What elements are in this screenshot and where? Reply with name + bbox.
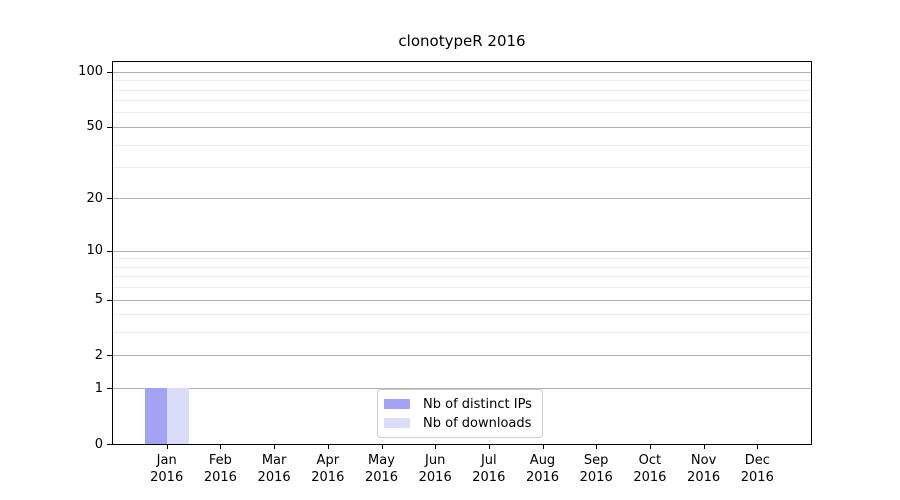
legend-row-distinct-ips: Nb of distinct IPs: [384, 397, 536, 412]
x-tick-label: Nov 2016: [687, 453, 721, 485]
y-tick-label: 5: [94, 292, 103, 307]
x-tick-label: Dec 2016: [740, 453, 774, 485]
minor-gridline: [113, 314, 811, 316]
y-tick-label: 0: [94, 436, 103, 452]
x-tick-label: Mar 2016: [257, 453, 291, 485]
x-tick-label: Sep 2016: [579, 453, 613, 485]
x-tick-mark: [757, 445, 759, 449]
minor-gridline: [113, 266, 811, 268]
x-tick-label: Oct 2016: [633, 453, 667, 485]
x-tick-mark: [435, 445, 437, 449]
x-tick-label: Apr 2016: [311, 453, 345, 485]
y-tick-mark: [107, 355, 112, 357]
minor-gridline: [113, 89, 811, 91]
x-tick-label: Jul 2016: [472, 453, 506, 485]
x-tick-label: May 2016: [364, 453, 399, 485]
y-tick-mark: [107, 198, 112, 200]
y-tick-mark: [107, 388, 112, 390]
y-tick-mark: [107, 299, 112, 301]
legend-label-downloads: Nb of downloads: [423, 415, 532, 431]
bar-nb-of-distinct-ips: [144, 388, 167, 444]
minor-gridline: [113, 332, 811, 334]
minor-gridline: [113, 144, 811, 146]
major-gridline: [113, 355, 811, 357]
chart-area: clonotypeR 2016 0 1 2 5 10 20 50 100 Jan 2016 Fe…: [78, 32, 812, 485]
minor-gridline: [113, 287, 811, 289]
x-tick-mark: [649, 445, 651, 449]
minor-gridline: [113, 80, 811, 82]
major-gridline: [113, 126, 811, 128]
x-tick-mark: [220, 445, 222, 449]
legend: Nb of distinct IPs Nb of downloads: [377, 389, 543, 438]
y-tick-mark: [107, 444, 112, 445]
y-tick-label: 1: [94, 380, 103, 396]
y-tick-mark: [107, 250, 112, 252]
y-tick-label: 20: [86, 190, 103, 206]
chart-title: clonotypeR 2016: [398, 32, 526, 50]
x-tick-label: Aug 2016: [525, 453, 560, 485]
legend-swatch-distinct-ips: [384, 399, 410, 409]
major-gridline: [113, 250, 811, 252]
x-tick-mark: [488, 445, 490, 449]
x-tick-mark: [381, 445, 383, 449]
minor-gridline: [113, 258, 811, 260]
bar-nb-of-downloads: [166, 388, 189, 444]
y-tick-label: 50: [86, 119, 103, 135]
x-tick-mark: [542, 445, 544, 449]
major-gridline: [113, 299, 811, 301]
x-tick-label: Jan 2016: [150, 453, 184, 485]
minor-gridline: [113, 112, 811, 114]
x-tick-label: Feb 2016: [203, 453, 237, 485]
y-tick-label: 10: [86, 243, 103, 259]
x-tick-mark: [327, 445, 329, 449]
minor-gridline: [113, 276, 811, 278]
x-tick-mark: [274, 445, 276, 449]
x-tick-mark: [703, 445, 705, 449]
x-tick-label: Jun 2016: [418, 453, 452, 485]
legend-row-downloads: Nb of downloads: [384, 416, 536, 431]
minor-gridline: [113, 167, 811, 168]
legend-label-distinct-ips: Nb of distinct IPs: [423, 396, 532, 412]
y-tick-mark: [107, 126, 112, 128]
y-tick-mark: [107, 71, 112, 73]
major-gridline: [113, 198, 811, 200]
legend-swatch-downloads: [384, 418, 410, 428]
x-tick-mark: [166, 445, 168, 449]
minor-gridline: [113, 100, 811, 102]
major-gridline: [113, 388, 811, 390]
y-tick-label: 100: [78, 64, 103, 80]
x-tick-mark: [596, 445, 598, 449]
y-tick-label: 2: [94, 347, 103, 363]
major-gridline: [113, 71, 811, 73]
